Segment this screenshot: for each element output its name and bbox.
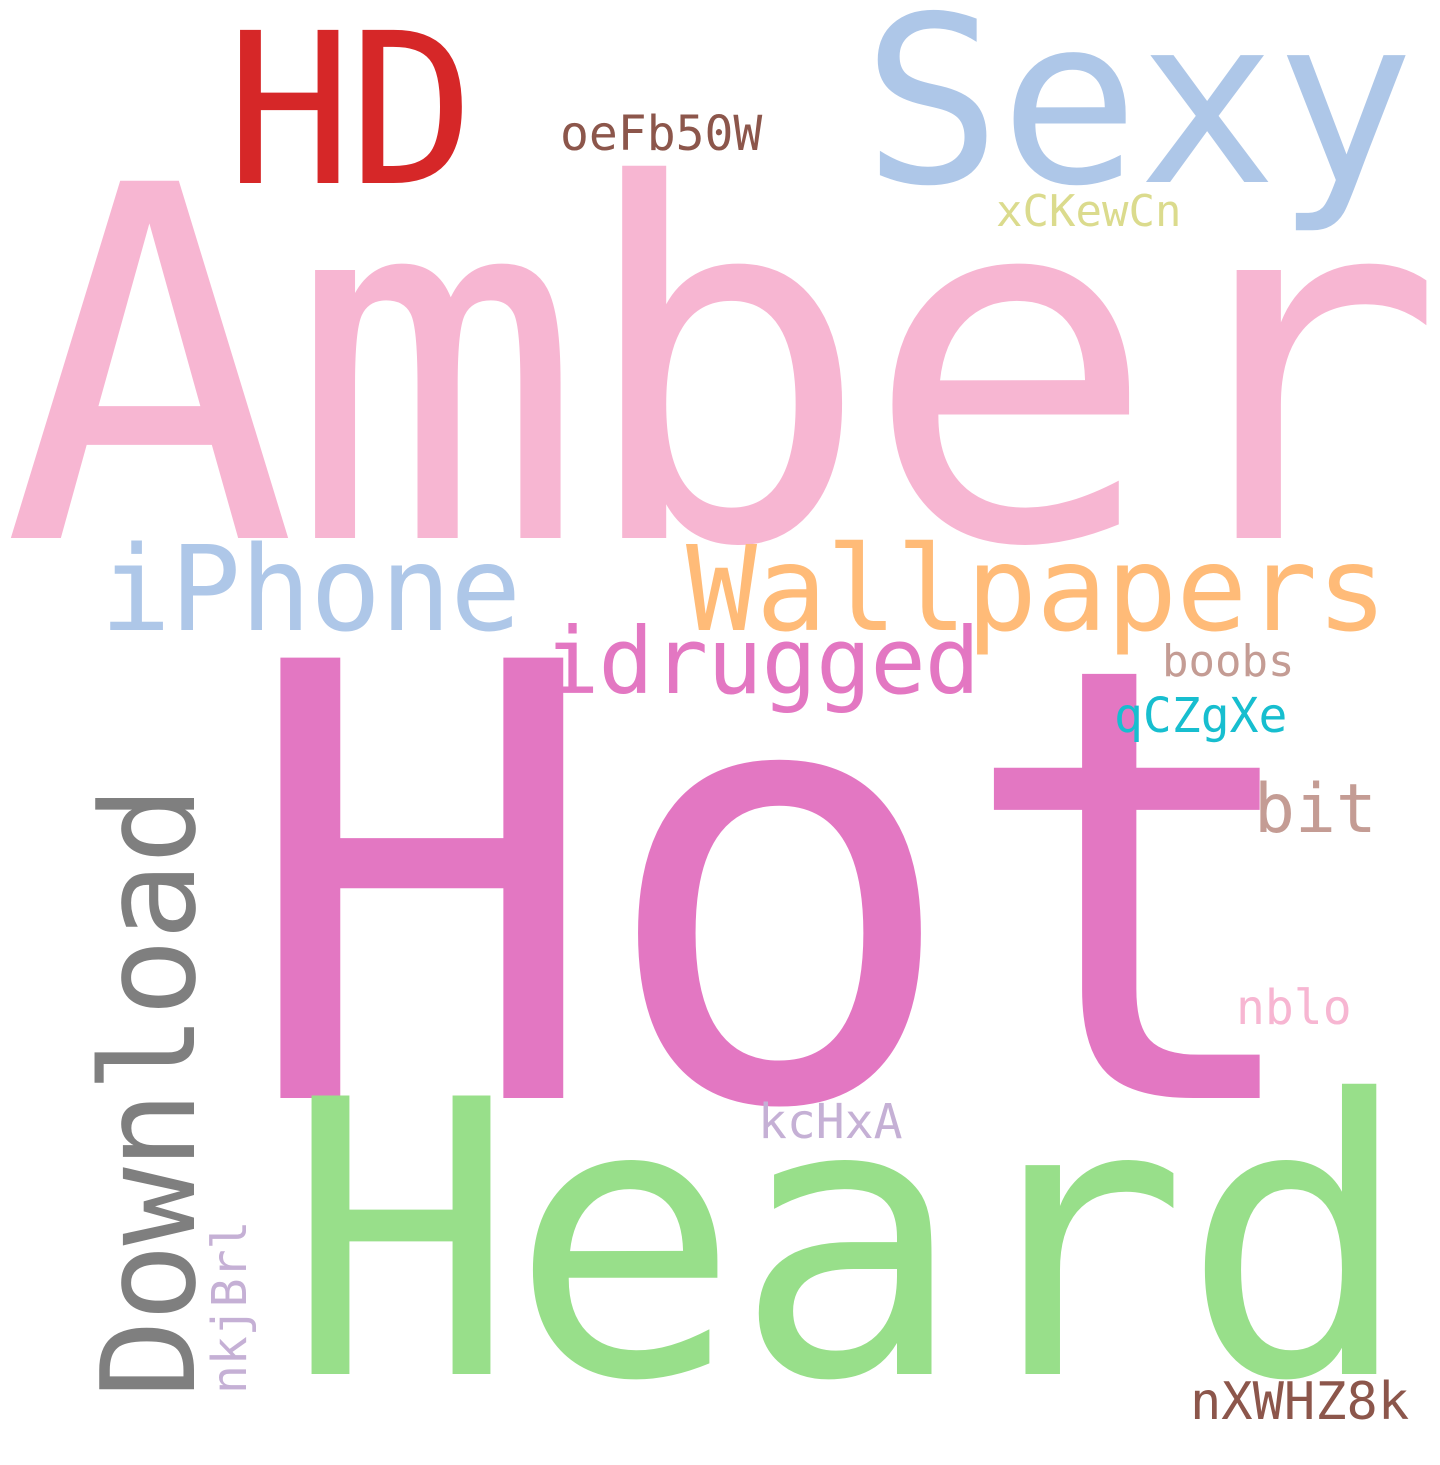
word-bit: bit	[1254, 770, 1377, 849]
word-idrugged: idrugged	[544, 608, 980, 715]
word-amber: Amber	[2, 83, 1440, 654]
word-hot: Hot	[240, 538, 1319, 1241]
word-hd: HD	[226, 0, 475, 233]
word-heard: Heard	[286, 1020, 1412, 1465]
word-kchxa: kcHxA	[758, 1094, 903, 1150]
word-nkjbrl: nkjBrl	[202, 1220, 258, 1394]
word-download: Download	[73, 787, 225, 1398]
word-oefb50w: oeFb50W	[560, 106, 763, 162]
word-wallpapers: Wallpapers	[686, 520, 1387, 658]
word-boobs: boobs	[1162, 636, 1295, 687]
word-sexy: Sexy	[862, 0, 1415, 237]
word-nblo: nblo	[1236, 980, 1352, 1036]
word-nxwhz8k: nXWHZ8k	[1190, 1372, 1410, 1432]
word-xckewcn: xCKewCn	[996, 186, 1182, 237]
word-qczgxe: qCZgXe	[1114, 688, 1288, 744]
word-iphone: iPhone	[100, 520, 521, 658]
